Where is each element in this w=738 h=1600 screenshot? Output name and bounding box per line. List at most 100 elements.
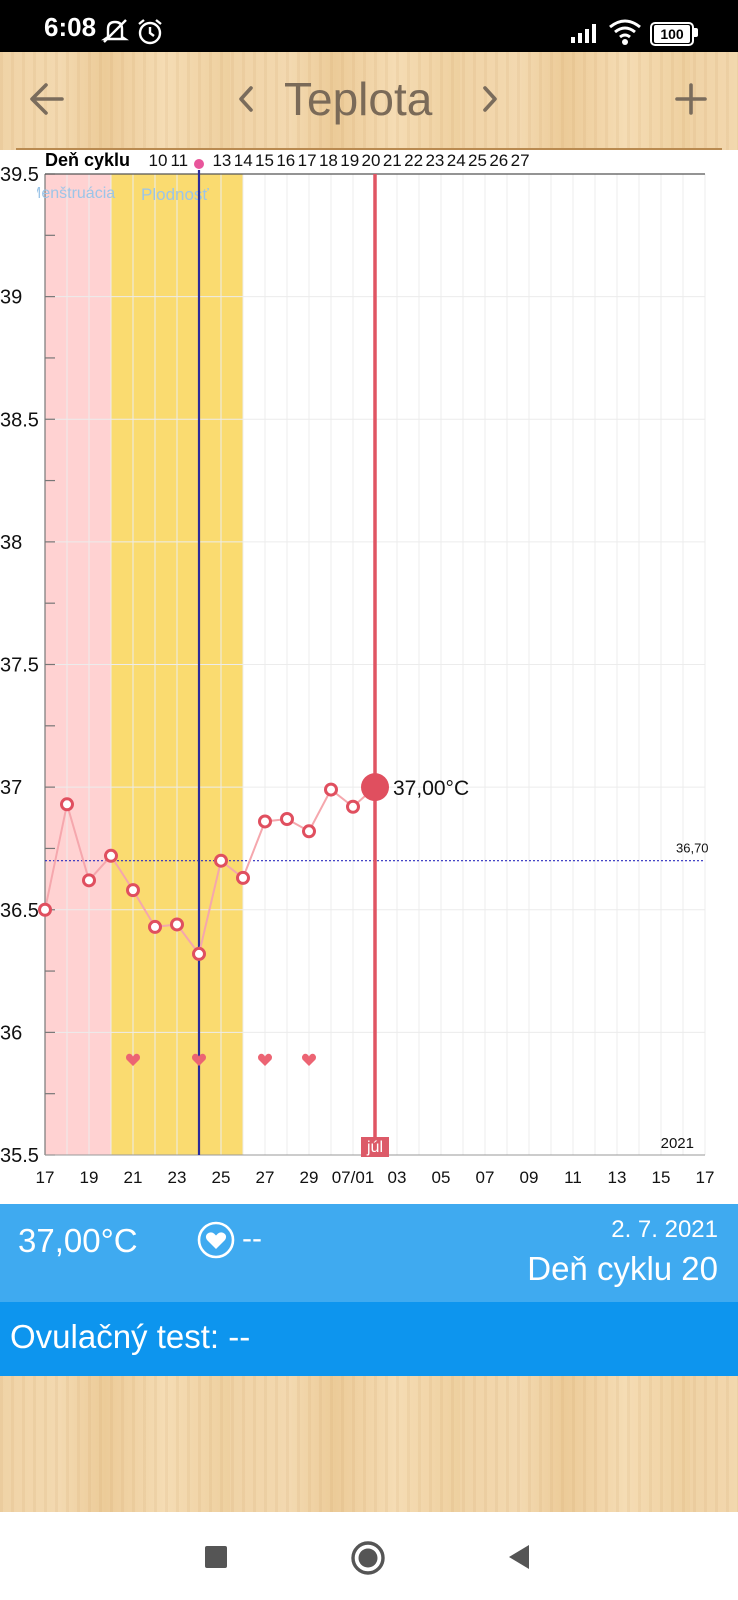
arrow-left-icon[interactable]	[28, 80, 66, 118]
y-tick-label: 38.5	[0, 409, 39, 431]
cycle-day-number: 20	[362, 151, 381, 170]
cycle-row-label: Deň cyklu	[45, 150, 130, 170]
heart-value: --	[242, 1222, 262, 1255]
cycle-day-number: 14	[234, 151, 253, 170]
data-point	[148, 919, 162, 934]
data-point	[236, 870, 250, 885]
data-point	[82, 873, 96, 888]
cycle-day-number: 18	[319, 151, 338, 170]
y-tick-label: 35.5	[0, 1145, 39, 1167]
selected-value-label: 37,00°C	[393, 777, 469, 800]
chart-svg[interactable]: Menštruácia Plodnosť 39.5 39 38.5 38 37.5 37 36.…	[0, 150, 738, 1204]
year-label: 2021	[661, 1135, 694, 1152]
ovulation-test-label: Ovulačný test: --	[10, 1318, 251, 1355]
data-point	[60, 797, 74, 812]
cycle-day-number: 17	[298, 151, 317, 170]
baseline-label: 36,70	[676, 841, 709, 856]
recents-icon[interactable]	[205, 1546, 227, 1568]
temperature-line	[44, 786, 376, 957]
data-point	[104, 848, 118, 863]
data-point	[324, 782, 338, 797]
y-tick-label: 39	[0, 287, 22, 309]
ovulation-dot-marker	[194, 159, 204, 169]
x-tick-label: 07/01	[332, 1168, 375, 1187]
heart-icon	[192, 1053, 206, 1066]
data-point	[280, 812, 294, 827]
status-bar: 6:08 100	[0, 0, 738, 52]
x-tick-label: 27	[256, 1168, 275, 1187]
y-tick-label: 39.5	[0, 164, 39, 186]
y-tick-label: 37.5	[0, 655, 39, 677]
system-nav-bar	[0, 1512, 738, 1600]
wood-footer	[0, 1376, 738, 1512]
data-point	[126, 883, 140, 898]
heart-icon	[258, 1053, 272, 1066]
x-tick-label: 09	[520, 1168, 539, 1187]
period-band-label: Menštruácia	[28, 185, 115, 202]
label-clip-mask	[0, 174, 37, 204]
cycle-day-number: 10	[149, 151, 168, 170]
cycle-day-number: 16	[276, 151, 295, 170]
battery-level: 100	[654, 25, 690, 43]
cycle-day-number: 19	[340, 151, 359, 170]
home-icon[interactable]	[350, 1540, 386, 1576]
cycle-day-number: 23	[425, 151, 444, 170]
x-tick-label: 05	[432, 1168, 451, 1187]
status-time: 6:08	[44, 12, 97, 42]
x-tick-label: 23	[168, 1168, 187, 1187]
cycle-day-label: Deň cyklu 20	[527, 1250, 718, 1287]
battery-icon: 100	[650, 22, 694, 46]
temperature-chart[interactable]: Menštruácia Plodnosť 39.5 39 38.5 38 37.5 37 36.…	[0, 150, 738, 1204]
x-tick-label: 25	[212, 1168, 231, 1187]
x-tick-label: 19	[80, 1168, 99, 1187]
y-tick-label: 38	[0, 532, 22, 554]
data-point	[302, 824, 316, 839]
month-marker-box	[361, 1137, 389, 1157]
signal-icon	[571, 24, 596, 43]
wifi-icon	[609, 19, 641, 45]
toolbar: Teplota	[0, 52, 738, 150]
data-point	[192, 946, 206, 961]
temperature-value: 37,00°C	[18, 1222, 138, 1259]
cycle-day-number: 26	[489, 151, 508, 170]
x-tick-label: 15	[652, 1168, 671, 1187]
mute-notifications-icon	[101, 19, 129, 43]
cycle-day-number: 24	[447, 151, 466, 170]
data-point	[38, 902, 52, 917]
cycle-day-number: 21	[383, 151, 402, 170]
cycle-day-number: 11	[170, 151, 188, 170]
page-title: Teplota	[284, 73, 433, 125]
heart-icon	[302, 1053, 316, 1066]
selected-data-point	[361, 773, 389, 802]
cycle-day-number: 27	[511, 151, 530, 170]
data-point	[346, 799, 360, 814]
day-summary-panel[interactable]: 37,00°C -- 2. 7. 2021 Deň cyklu 20	[0, 1204, 738, 1302]
y-tick-label: 37	[0, 777, 22, 799]
ovulation-test-panel[interactable]: Ovulačný test: --	[0, 1302, 738, 1376]
toolbar-divider	[16, 148, 722, 150]
x-tick-label: 17	[36, 1168, 55, 1187]
data-point	[170, 917, 184, 932]
heart-icon	[126, 1053, 140, 1066]
x-tick-label: 07	[476, 1168, 495, 1187]
chevron-left-icon[interactable]	[236, 84, 256, 114]
cycle-day-number: 15	[255, 151, 274, 170]
x-tick-label: 11	[564, 1168, 582, 1187]
month-marker-label: júl	[366, 1139, 383, 1156]
x-tick-label: 13	[608, 1168, 627, 1187]
x-tick-label: 29	[300, 1168, 319, 1187]
cycle-day-number: 25	[468, 151, 487, 170]
date-label: 2. 7. 2021	[611, 1216, 718, 1243]
y-tick-label: 36.5	[0, 900, 39, 922]
heart-circle-icon[interactable]	[196, 1220, 236, 1260]
fertile-band-label: Plodnosť	[141, 185, 209, 204]
chevron-right-icon[interactable]	[480, 84, 500, 114]
data-point	[214, 853, 228, 868]
plus-icon[interactable]	[672, 80, 710, 118]
data-point	[258, 814, 272, 829]
cycle-day-number: 13	[212, 151, 231, 170]
x-tick-label: 17	[696, 1168, 715, 1187]
x-tick-label: 03	[388, 1168, 407, 1187]
back-icon[interactable]	[506, 1543, 532, 1571]
alarm-icon	[138, 19, 162, 45]
